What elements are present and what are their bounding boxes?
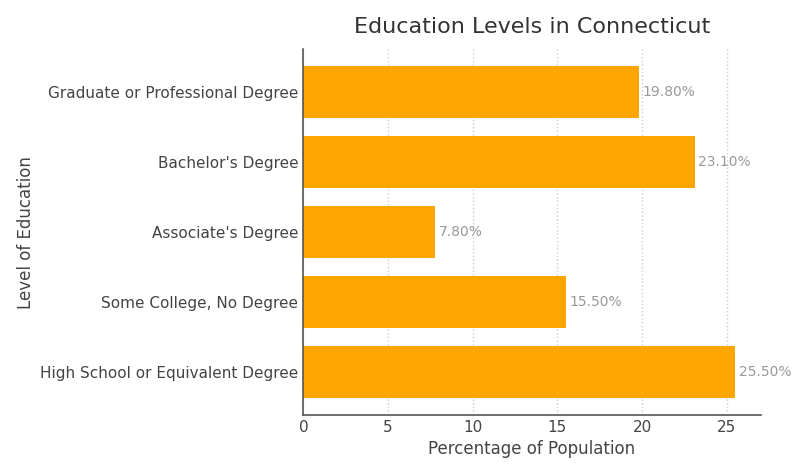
Bar	[303, 276, 566, 328]
Bar	[303, 66, 638, 118]
Text: 15.50%: 15.50%	[570, 295, 622, 309]
Text: 25.50%: 25.50%	[738, 365, 791, 379]
Text: 7.80%: 7.80%	[439, 225, 482, 239]
X-axis label: Percentage of Population: Percentage of Population	[429, 440, 635, 458]
Bar	[303, 206, 435, 258]
Bar	[303, 346, 735, 399]
Text: 19.80%: 19.80%	[642, 85, 695, 99]
Y-axis label: Level of Education: Level of Education	[17, 156, 34, 309]
Bar	[303, 136, 694, 189]
Title: Education Levels in Connecticut: Education Levels in Connecticut	[354, 17, 710, 37]
Text: 23.10%: 23.10%	[698, 155, 750, 169]
